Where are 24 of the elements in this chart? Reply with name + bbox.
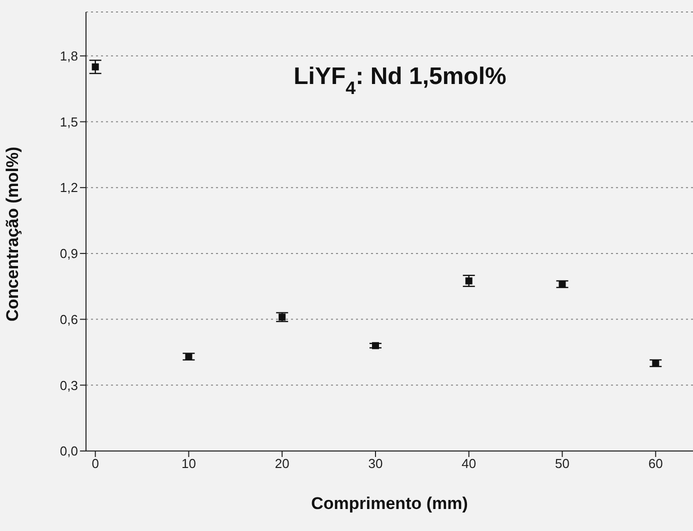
point [278, 314, 286, 321]
x-tick-label: 30 [368, 456, 383, 472]
x-tick-label: 50 [555, 456, 570, 472]
x-tick-label: 10 [181, 456, 196, 472]
y-tick-label: 0,9 [60, 246, 78, 262]
x-tick-label: 0 [92, 456, 99, 472]
y-tick-label: 0,0 [60, 444, 78, 459]
point [465, 277, 472, 284]
y-tick-label: 0,6 [60, 312, 78, 327]
x-tick-label: 40 [462, 456, 476, 472]
x-axis-title: Comprimento (mm) [311, 494, 468, 513]
y-tick-label: 1,5 [60, 114, 78, 130]
y-tick-label: 1,2 [60, 180, 78, 196]
x-tick-label: 60 [648, 456, 663, 472]
y-tick-label: 0,3 [60, 378, 78, 393]
point [652, 360, 660, 367]
point [372, 342, 379, 350]
y-axis-title: Concentração (mol%) [3, 146, 22, 322]
y-tick-label: 1,8 [60, 48, 78, 64]
x-tick-label: 20 [274, 456, 290, 472]
point [185, 353, 192, 360]
point [92, 63, 99, 70]
text: LiYF$_{4}$: Nd 1,5mol% [294, 63, 506, 98]
point [558, 280, 566, 288]
